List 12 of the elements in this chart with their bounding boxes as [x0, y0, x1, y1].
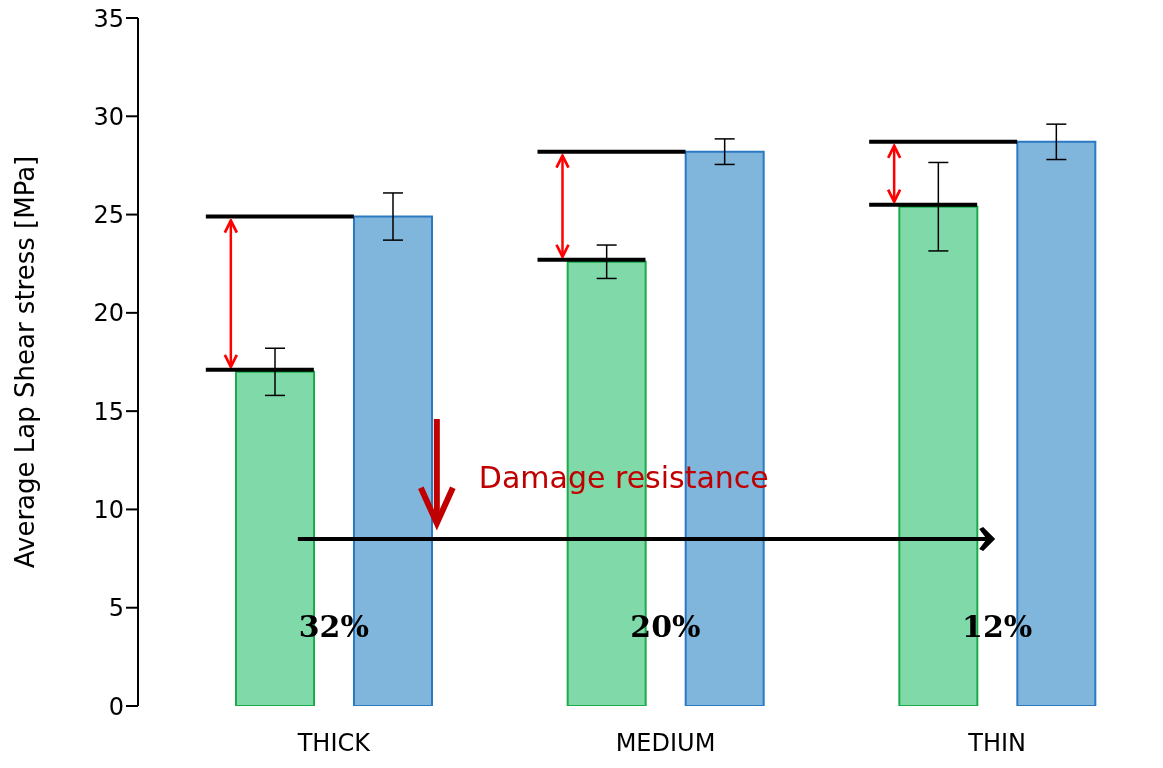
y-tick-label: 15: [93, 397, 124, 426]
x-tick-label: THIN: [967, 729, 1027, 758]
y-tick-label: 0: [108, 692, 124, 721]
y-tick-label: 25: [93, 201, 124, 230]
y-axis-title: Average Lap Shear stress [MPa]: [10, 155, 41, 569]
y-tick-label: 20: [93, 299, 124, 328]
y-tick-label: 10: [93, 495, 124, 524]
y-tick-label: 35: [93, 4, 124, 33]
x-tick-label: THICK: [296, 729, 372, 758]
y-tick-label: 5: [108, 594, 124, 623]
x-tick-label: MEDIUM: [615, 729, 716, 758]
y-tick-label: 30: [93, 102, 124, 131]
